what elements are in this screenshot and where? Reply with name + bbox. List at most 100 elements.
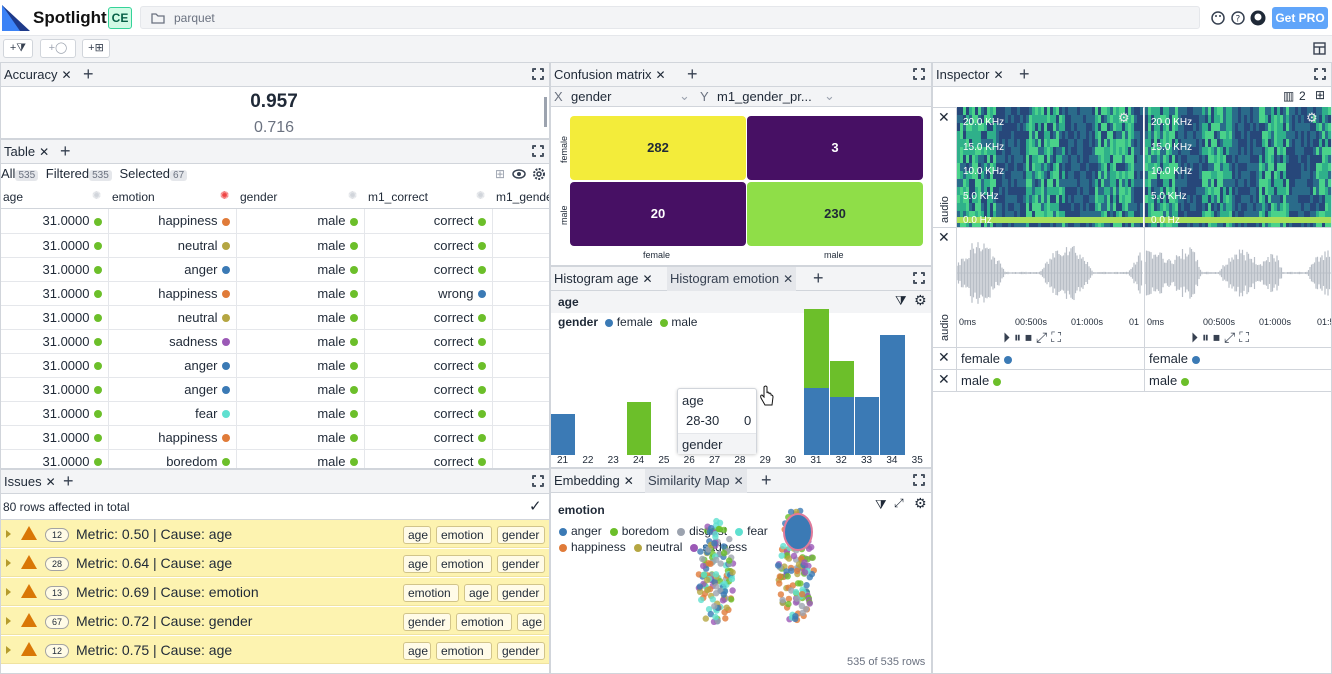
embedding-point[interactable] bbox=[806, 600, 813, 607]
x-axis-select[interactable]: gender bbox=[571, 89, 612, 104]
table-cell[interactable]: correct bbox=[364, 233, 493, 258]
expand-icon[interactable] bbox=[6, 530, 11, 538]
add-filter-button[interactable]: +⧩ bbox=[3, 39, 33, 58]
close-icon[interactable]: ✕ bbox=[938, 349, 950, 365]
table-cell[interactable] bbox=[492, 329, 549, 354]
embedding-point[interactable] bbox=[785, 600, 792, 608]
table-cell[interactable]: 31.0000 bbox=[1, 329, 109, 354]
fullscreen-icon[interactable]: ⛶ bbox=[1239, 329, 1254, 345]
issue-chip[interactable]: age bbox=[403, 555, 431, 573]
histogram-bar[interactable] bbox=[829, 397, 854, 455]
table-cell[interactable]: male bbox=[236, 377, 365, 402]
get-pro-button[interactable]: Get PRO bbox=[1272, 7, 1328, 29]
table-cell[interactable]: 31.0000 bbox=[1, 401, 109, 426]
maximize-icon[interactable] bbox=[912, 473, 926, 487]
issue-row[interactable]: 13 Metric: 0.69 | Cause: emotion gender age… bbox=[1, 578, 549, 606]
table-row[interactable]: 31.0000 anger male correct bbox=[1, 377, 549, 402]
close-icon[interactable]: ✕ bbox=[993, 68, 1004, 82]
histogram-bar[interactable] bbox=[855, 397, 880, 455]
table-row[interactable]: 31.0000 fear male correct bbox=[1, 401, 549, 426]
tab-accuracy[interactable]: Accuracy ✕ bbox=[1, 63, 75, 87]
table-cell[interactable]: 31.0000 bbox=[1, 305, 109, 330]
embedding-point[interactable] bbox=[698, 596, 705, 604]
close-icon[interactable]: ✕ bbox=[623, 474, 634, 488]
embedding-point[interactable] bbox=[776, 573, 784, 580]
embedding-point[interactable] bbox=[785, 555, 793, 562]
layout-icon[interactable] bbox=[1313, 42, 1326, 55]
table-cell[interactable]: sadness bbox=[108, 329, 237, 354]
embedding-point[interactable] bbox=[720, 591, 727, 598]
close-icon[interactable]: ✕ bbox=[45, 475, 56, 489]
issue-chip[interactable]: gender bbox=[497, 526, 545, 544]
table-cell[interactable]: 31.0000 bbox=[1, 257, 109, 282]
table-cell[interactable]: 31.0000 bbox=[1, 449, 109, 468]
gear-icon[interactable] bbox=[532, 167, 546, 181]
embedding-point[interactable] bbox=[802, 605, 810, 613]
tab-inspector[interactable]: Inspector ✕ bbox=[933, 63, 1007, 87]
path-input[interactable]: parquet bbox=[140, 6, 1200, 29]
embedding-point[interactable] bbox=[801, 559, 808, 566]
embedding-point[interactable] bbox=[721, 580, 728, 587]
embedding-point[interactable] bbox=[720, 550, 728, 557]
expand-icon[interactable]: ⤢ bbox=[894, 496, 904, 510]
column-header-m1-gender[interactable]: m1_gende bbox=[496, 190, 550, 204]
maximize-icon[interactable] bbox=[531, 144, 545, 158]
table-cell[interactable]: male bbox=[236, 353, 365, 378]
issue-chip[interactable]: emotion bbox=[456, 613, 512, 631]
add-tab-icon[interactable]: + bbox=[813, 268, 824, 288]
table-cell[interactable]: neutral bbox=[108, 233, 237, 258]
embedding-point[interactable] bbox=[715, 525, 722, 533]
pause-icon[interactable]: ⏸ bbox=[1202, 329, 1213, 345]
embedding-point[interactable] bbox=[722, 615, 729, 622]
fullscreen-icon[interactable]: ⛶ bbox=[1051, 329, 1066, 345]
table-cell[interactable]: male bbox=[236, 257, 365, 282]
table-cell[interactable] bbox=[492, 281, 549, 306]
filter-selected[interactable]: Selected 67 bbox=[119, 166, 188, 181]
scrollbar[interactable] bbox=[544, 97, 547, 127]
legend-item[interactable]: neutral bbox=[633, 539, 682, 555]
table-cell[interactable] bbox=[492, 353, 549, 378]
embedding-point[interactable] bbox=[783, 568, 790, 575]
table-cell[interactable]: anger bbox=[108, 377, 237, 402]
table-cell[interactable]: correct bbox=[364, 353, 493, 378]
embedding-point[interactable] bbox=[700, 562, 707, 570]
close-icon[interactable]: ✕ bbox=[783, 272, 794, 286]
embedding-point[interactable] bbox=[792, 615, 799, 622]
table-cell[interactable]: correct bbox=[364, 449, 493, 468]
add-tab-icon[interactable]: + bbox=[83, 64, 94, 84]
matrix-cell[interactable]: 3 bbox=[747, 116, 923, 180]
lightbulb-icon[interactable]: ✺ bbox=[92, 190, 102, 202]
table-row[interactable]: 31.0000 neutral male correct bbox=[1, 233, 549, 258]
table-cell[interactable]: correct bbox=[364, 377, 493, 402]
add-similarity-filter-button[interactable]: +◯ bbox=[40, 39, 76, 58]
issue-row[interactable]: 28 Metric: 0.64 | Cause: age gender emotion… bbox=[1, 549, 549, 577]
add-tab-icon[interactable]: + bbox=[687, 64, 698, 84]
table-cell[interactable] bbox=[492, 449, 549, 468]
issue-chip[interactable]: emotion bbox=[436, 642, 492, 660]
embedding-point[interactable] bbox=[806, 574, 813, 581]
table-cell[interactable]: 31.0000 bbox=[1, 353, 109, 378]
issue-chip[interactable]: emotion bbox=[436, 526, 492, 544]
histogram-bar[interactable] bbox=[627, 402, 652, 455]
embedding-point[interactable] bbox=[720, 543, 727, 550]
add-tab-icon[interactable]: + bbox=[63, 471, 74, 491]
issue-chip[interactable]: gender bbox=[497, 584, 545, 602]
selected-cluster[interactable] bbox=[783, 513, 813, 551]
table-cell[interactable]: male bbox=[236, 401, 365, 426]
maximize-icon[interactable] bbox=[531, 474, 545, 488]
embedding-point[interactable] bbox=[709, 596, 716, 603]
issue-row[interactable]: 67 Metric: 0.72 | Cause: gender age emotion… bbox=[1, 607, 549, 635]
embedding-point[interactable] bbox=[801, 569, 809, 576]
table-cell[interactable] bbox=[492, 425, 549, 450]
embedding-point[interactable] bbox=[776, 580, 783, 587]
legend-item[interactable]: female bbox=[616, 315, 653, 329]
maximize-icon[interactable] bbox=[1313, 67, 1327, 81]
eye-icon[interactable] bbox=[512, 169, 526, 179]
pause-icon[interactable]: ⏸ bbox=[1014, 329, 1025, 345]
maximize-icon[interactable] bbox=[912, 67, 926, 81]
embedding-point[interactable] bbox=[696, 583, 703, 590]
chevron-down-icon[interactable]: ⌄ bbox=[679, 88, 690, 103]
embedding-point[interactable] bbox=[784, 573, 791, 580]
issue-chip[interactable]: age bbox=[464, 584, 492, 602]
embedding-point[interactable] bbox=[699, 555, 706, 563]
